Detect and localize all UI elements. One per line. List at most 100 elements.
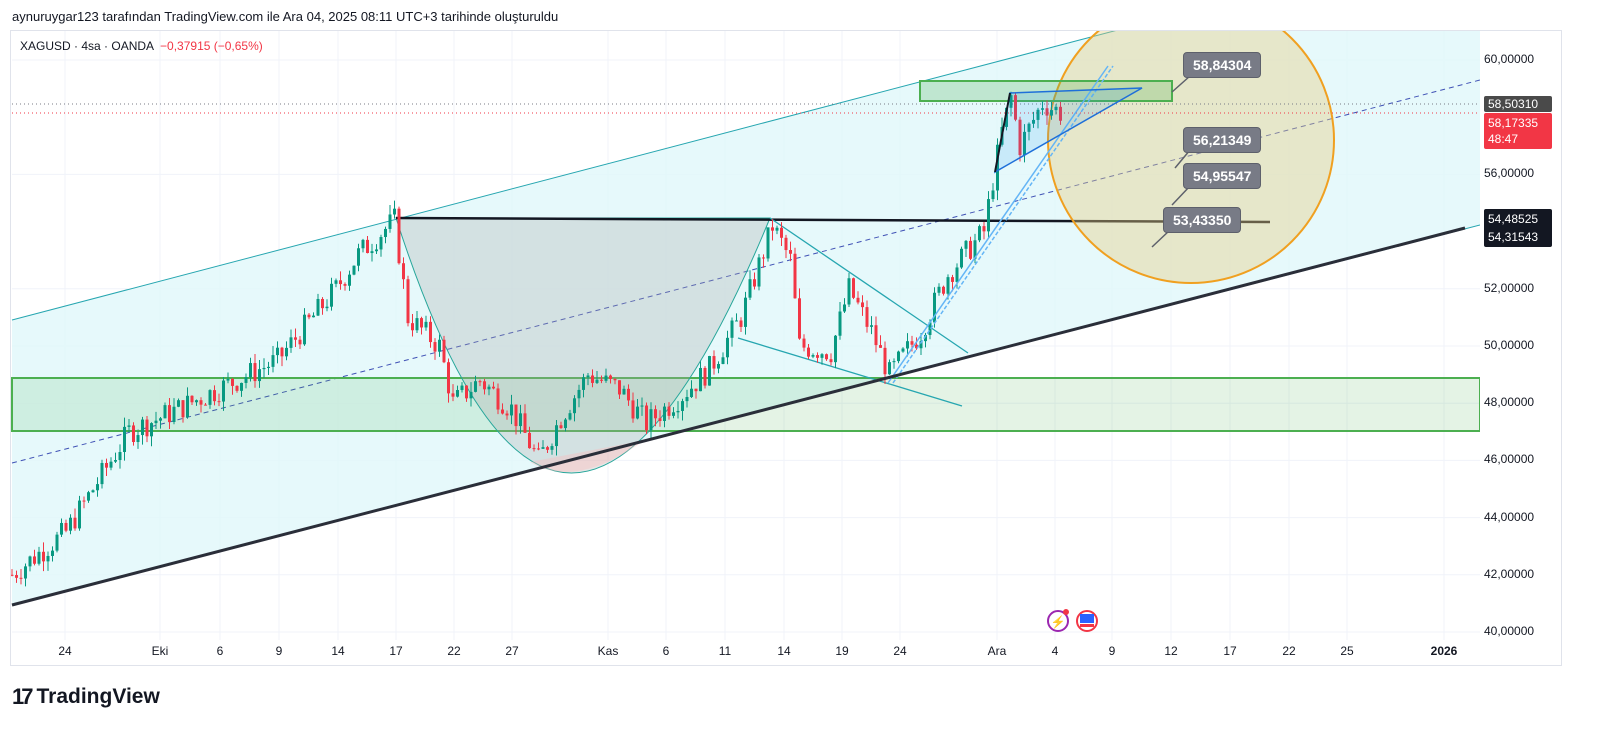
wedge-upper <box>769 217 969 354</box>
price-callout[interactable]: 53,43350 <box>1163 207 1242 233</box>
candle-body <box>694 388 698 392</box>
candle-body <box>577 389 581 399</box>
price-tick: 56,00000 <box>1484 166 1535 181</box>
candle-body <box>388 214 392 229</box>
price-tick: 60,00000 <box>1484 52 1535 66</box>
candle-body <box>528 432 531 449</box>
price-change: −0,37915 (−0,65%) <box>160 39 263 53</box>
candle-body <box>667 406 671 416</box>
support-zone <box>11 377 1480 432</box>
candle-body <box>838 311 842 336</box>
time-tick: 14 <box>331 644 345 658</box>
candle-body <box>406 279 410 324</box>
candle-body <box>294 337 297 340</box>
symbol-legend[interactable]: XAGUSD · 4sa · OANDA −0,37915 (−0,65%) <box>20 39 263 53</box>
price-callout[interactable]: 56,21349 <box>1183 127 1262 153</box>
candle-body <box>487 386 491 390</box>
candle-body <box>87 492 90 501</box>
candle-body <box>447 362 450 394</box>
candle-body <box>141 419 144 436</box>
candle-body <box>721 357 725 364</box>
candle-body <box>199 400 203 405</box>
candle-body <box>568 413 572 420</box>
candle-body <box>64 522 68 531</box>
candle-body <box>685 397 689 402</box>
candle-body <box>285 347 288 357</box>
candle-body <box>393 208 396 215</box>
candle-body <box>951 277 954 282</box>
candle-body <box>1059 106 1062 121</box>
candle-body <box>348 274 351 286</box>
candle-body <box>217 401 221 403</box>
candle-body <box>874 325 878 346</box>
candle-body <box>456 390 459 397</box>
channel-upper-line <box>11 31 1116 321</box>
brand-name: TradingView <box>36 685 160 708</box>
tradingview-logo[interactable]: 17 TradingView <box>12 684 160 710</box>
candle-body <box>892 361 896 363</box>
candle-body <box>379 237 383 250</box>
time-tick: 9 <box>275 644 283 658</box>
candle-body <box>735 320 738 322</box>
candle-body <box>784 237 788 251</box>
candle-body <box>181 400 185 418</box>
chart-frame <box>10 30 1562 666</box>
candle-body <box>604 375 608 381</box>
candle-body <box>937 286 941 293</box>
candle-body <box>537 448 540 450</box>
price-callout[interactable]: 58,84304 <box>1183 52 1262 78</box>
candle-body <box>1032 119 1035 124</box>
candle-body <box>897 351 900 362</box>
time-tick: 17 <box>1223 644 1237 658</box>
wedge-lower <box>737 337 963 407</box>
candle-body <box>370 251 374 254</box>
event-icons: ⚡ <box>1047 609 1098 632</box>
candle-body <box>190 395 194 403</box>
candle-body <box>397 208 401 264</box>
candle-body <box>618 380 621 395</box>
candle-body <box>825 354 828 360</box>
price-tick: 48,00000 <box>1484 395 1535 410</box>
candle-body <box>793 253 797 299</box>
candle-body <box>429 321 432 343</box>
candle-body <box>114 460 117 462</box>
candle-body <box>609 375 612 379</box>
candle-body <box>942 286 945 294</box>
candle-body <box>654 409 657 419</box>
candle-body <box>357 248 360 266</box>
time-tick: 22 <box>447 644 461 658</box>
candle-body <box>636 406 639 419</box>
candle-body <box>132 425 135 443</box>
candle-body <box>361 239 365 249</box>
candle-body <box>303 314 306 345</box>
price-callout[interactable]: 54,95547 <box>1183 163 1262 189</box>
candle-body <box>145 419 149 437</box>
candle-body <box>879 345 882 348</box>
candle-body <box>523 413 527 433</box>
candle-body <box>253 363 257 382</box>
candle-body <box>496 388 500 410</box>
candle-body <box>172 406 176 422</box>
candle-body <box>753 279 756 287</box>
candle-body <box>33 556 36 564</box>
candle-body <box>748 279 752 298</box>
candle-body <box>204 404 207 406</box>
candle-body <box>474 381 477 392</box>
candle-body <box>906 341 909 349</box>
candle-body <box>919 341 923 349</box>
candle-body <box>438 339 441 352</box>
price-tick: 46,00000 <box>1484 452 1535 467</box>
line-price-labels: 54,48525 54,31543 <box>1484 209 1552 247</box>
rising-trend-line-b <box>892 65 1114 384</box>
candle-body <box>555 425 558 447</box>
candle-body <box>159 418 162 421</box>
candle-body <box>676 410 680 413</box>
candle-body <box>564 419 567 429</box>
candle-body <box>708 356 711 386</box>
candle-body <box>847 278 851 305</box>
candle-body <box>861 302 864 308</box>
candle-body <box>910 341 914 345</box>
candle-body <box>136 435 140 443</box>
candle-body <box>672 412 675 416</box>
